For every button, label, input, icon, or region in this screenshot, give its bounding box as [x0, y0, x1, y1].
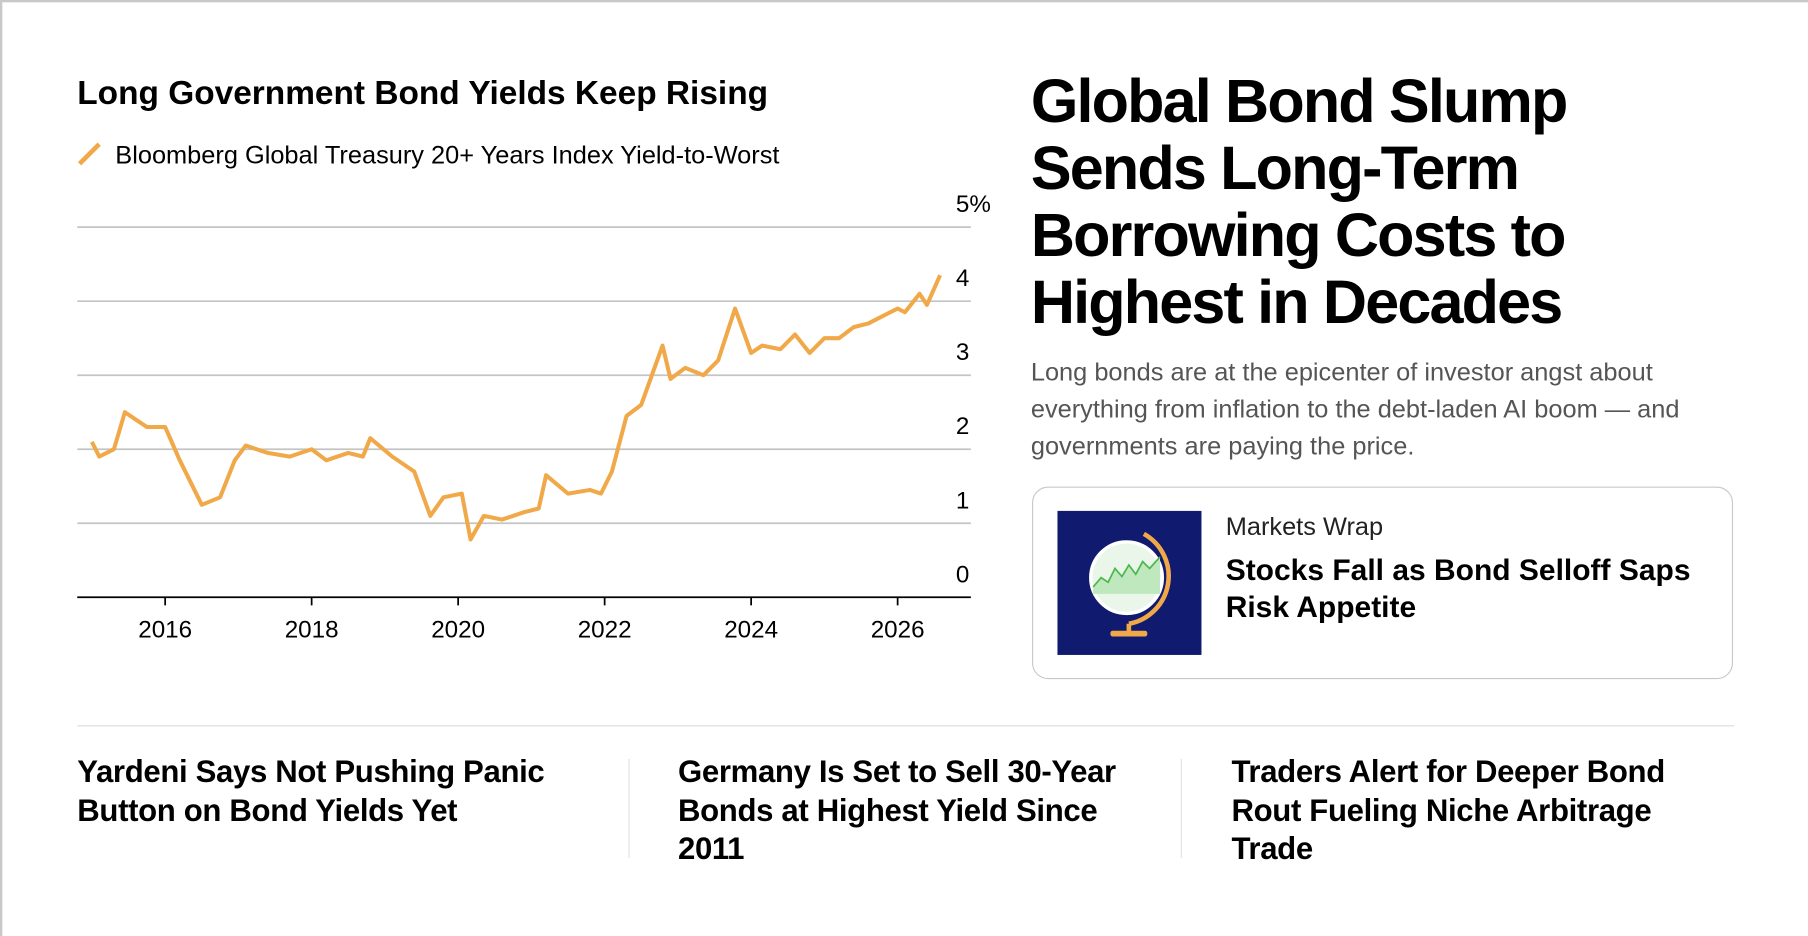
legend-label: Bloomberg Global Treasury 20+ Years Inde…	[115, 142, 779, 170]
chart: Long Government Bond Yields Keep Rising …	[77, 75, 991, 644]
legend-swatch	[77, 142, 101, 166]
x-tick-label: 2022	[578, 617, 632, 644]
x-tick-label: 2018	[285, 617, 339, 644]
separator	[1180, 758, 1182, 858]
story-link[interactable]: Traders Alert for Deeper Bond Rout Fueli…	[1231, 754, 1665, 866]
x-tick-label: 2026	[871, 617, 925, 644]
x-tick-label: 2024	[724, 617, 778, 644]
card-kicker: Markets Wrap	[1225, 511, 1384, 541]
related-card[interactable]: Markets Wrap Stocks Fall as Bond Selloff…	[1031, 486, 1734, 680]
y-tick-label: 2	[956, 413, 969, 440]
separator	[628, 758, 630, 858]
series-line	[90, 274, 942, 542]
y-tick-label: 0	[956, 561, 969, 588]
headline[interactable]: Global Bond Slump Sends Long-Term Borrow…	[1030, 68, 1568, 337]
dek: Long bonds are at the epicenter of inves…	[1030, 357, 1680, 461]
card-title[interactable]: Stocks Fall as Bond Selloff Saps Risk Ap…	[1225, 552, 1691, 624]
card-image	[1057, 510, 1202, 655]
chart-title: Long Government Bond Yields Keep Rising	[77, 75, 768, 112]
y-tick-label: 3	[956, 339, 969, 366]
y-tick-label: 1	[956, 487, 969, 514]
story-link[interactable]: Germany Is Set to Sell 30-Year Bonds at …	[677, 754, 1116, 866]
x-tick-label: 2016	[138, 617, 192, 644]
x-tick-label: 2020	[431, 617, 485, 644]
y-tick-label: 4	[956, 265, 969, 292]
y-tick-label: 5%	[956, 191, 991, 218]
divider	[77, 725, 1735, 727]
story-link[interactable]: Yardeni Says Not Pushing Panic Button on…	[77, 754, 545, 828]
